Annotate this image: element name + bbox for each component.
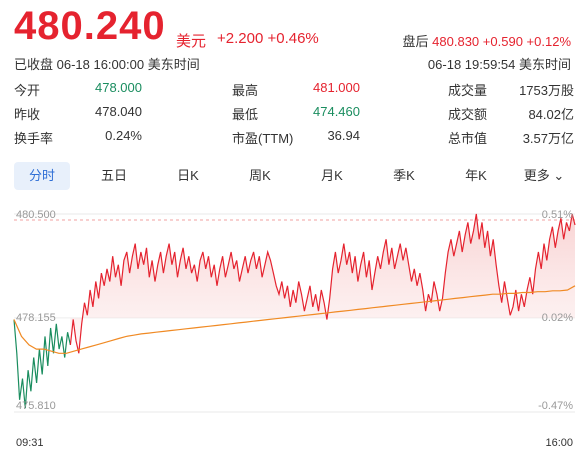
currency-unit: 美元 xyxy=(176,33,207,50)
change-value: +2.200 xyxy=(217,30,264,47)
stat-value: 36.94 xyxy=(327,128,360,143)
y-right-tick: -0.47% xyxy=(538,400,573,412)
stat-label: 最低 xyxy=(232,107,259,122)
stock-price: 480.240 xyxy=(14,4,166,48)
after-hours-price: 480.830 xyxy=(432,34,480,49)
stat-label: 成交额 xyxy=(448,107,488,122)
change-percent: +0.46% xyxy=(267,30,319,47)
stat-value: 478.040 xyxy=(95,104,142,119)
average-line xyxy=(13,285,576,354)
tab-0[interactable]: 分时 xyxy=(14,162,70,190)
after-hours-time: 06-18 19:59:54 美东时间 xyxy=(427,57,571,72)
tab-7[interactable]: 更多 ⌄ xyxy=(523,168,565,183)
x-tick-end: 16:00 xyxy=(545,437,573,449)
stat-value: 474.460 xyxy=(313,104,360,119)
stat-label: 换手率 xyxy=(14,131,54,146)
after-hours-label: 盘后 xyxy=(402,34,429,49)
price-line-down xyxy=(13,319,71,409)
stat-value: 0.24% xyxy=(105,128,142,143)
y-right-tick: 0.02% xyxy=(542,312,573,324)
tab-3[interactable]: 周K xyxy=(249,168,271,183)
stat-label: 今开 xyxy=(14,83,41,98)
stat-label: 最高 xyxy=(232,83,259,98)
stat-value: 1753万股 xyxy=(519,83,574,98)
market-status: 已收盘 06-18 16:00:00 美东时间 xyxy=(14,57,200,72)
stat-value: 478.000 xyxy=(95,80,142,95)
tab-1[interactable]: 五日 xyxy=(100,168,127,183)
intraday-chart[interactable]: 480.500 478.155 475.810 0.51% 0.02% -0.47% 09:… xyxy=(0,200,585,466)
price-change: +2.200 +0.46% xyxy=(217,30,319,47)
x-tick-start: 09:31 xyxy=(16,437,44,449)
after-hours-quote: 盘后 480.830 +0.590 +0.12% xyxy=(403,31,571,50)
after-hours-change: +0.590 xyxy=(482,34,523,49)
stat-value: 3.57万亿 xyxy=(522,131,574,146)
price-line-up xyxy=(69,213,576,354)
stat-value: 84.02亿 xyxy=(528,107,574,122)
y-left-tick: 480.500 xyxy=(16,209,56,221)
period-tabs: 分时 五日 日K 周K 月K 季K 年K 更多 ⌄ xyxy=(14,162,574,190)
after-hours-percent: +0.12% xyxy=(526,34,571,49)
y-left-tick: 475.810 xyxy=(16,400,56,412)
stat-label: 市盈(TTM) xyxy=(232,131,294,146)
tab-4[interactable]: 月K xyxy=(321,168,343,183)
y-right-tick: 0.51% xyxy=(542,209,573,221)
y-left-tick: 478.155 xyxy=(16,312,56,324)
stat-value: 481.000 xyxy=(313,80,360,95)
tab-2[interactable]: 日K xyxy=(177,168,199,183)
stat-row: 昨收 478.040 最低 474.460 成交额 84.02亿 xyxy=(14,104,574,124)
price-area-fill xyxy=(70,214,576,354)
tab-6[interactable]: 年K xyxy=(465,168,487,183)
stat-label: 成交量 xyxy=(448,83,488,98)
tab-5[interactable]: 季K xyxy=(393,168,415,183)
stat-label: 总市值 xyxy=(448,131,488,146)
stat-label: 昨收 xyxy=(14,107,41,122)
stat-row: 换手率 0.24% 市盈(TTM) 36.94 总市值 3.57万亿 xyxy=(14,128,574,148)
stat-row: 今开 478.000 最高 481.000 成交量 1753万股 xyxy=(14,80,574,100)
